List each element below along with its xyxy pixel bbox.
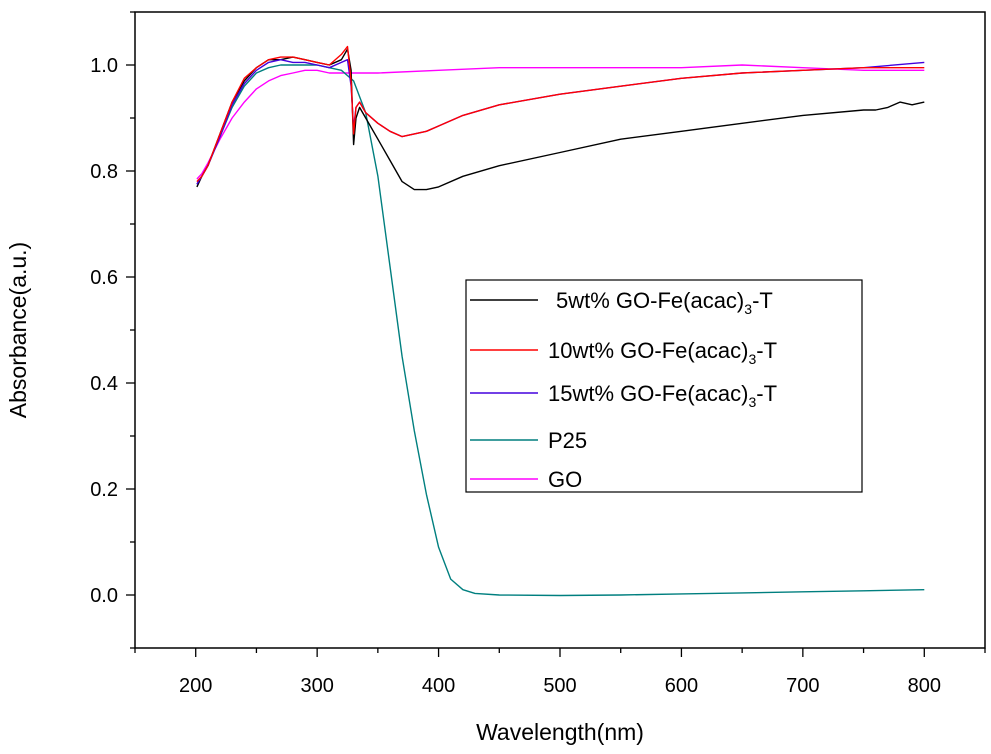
x-tick-label: 200 [179,675,212,697]
y-tick-label: 0.8 [90,161,118,183]
series-line-3 [196,64,925,597]
x-axis: 200 300 400 500 600 700 800 [134,648,986,697]
legend-label-main: GO [548,467,582,492]
legend-label-3: P25 [548,428,587,453]
legend-label-main: 5wt% GO-Fe(acac) [556,288,744,313]
legend-label-2: 15wt% GO-Fe(acac)3-T [548,381,777,410]
legend-label-0: 5wt% GO-Fe(acac)3-T [556,288,773,317]
y-tick-label: 0.4 [90,373,118,395]
x-tick-label: 700 [786,675,819,697]
series-line-4 [196,64,925,180]
legend-label-main: P25 [548,428,587,453]
legend-box [465,279,863,493]
x-tick-label: 500 [543,675,576,697]
legend-label-tail: -T [756,381,777,406]
y-tick-label: 0.2 [90,479,118,501]
y-axis: 0.0 0.2 0.4 0.6 0.8 1.0 [90,11,135,649]
legend-label-main: 10wt% GO-Fe(acac) [548,338,749,363]
x-tick-label: 400 [422,675,455,697]
x-tick-label: 300 [300,675,333,697]
series-line-1 [196,45,925,183]
series-line-2 [196,59,925,185]
legend-label-main: 15wt% GO-Fe(acac) [548,381,749,406]
y-tick-label: 0.6 [90,267,118,289]
x-axis-title: Wavelength(nm) [476,719,644,745]
legend-label-1: 10wt% GO-Fe(acac)3-T [548,338,777,367]
legend-label-tail: -T [756,338,777,363]
legend-label-subscript: 3 [744,301,752,317]
y-tick-label: 0.0 [90,585,118,607]
legend-label-subscript: 3 [749,351,757,367]
legend-label-subscript: 3 [749,394,757,410]
y-tick-label: 1.0 [90,55,118,77]
legend-label-4: GO [548,467,582,492]
legend-label-tail: -T [752,288,773,313]
x-tick-label: 600 [665,675,698,697]
x-tick-label: 800 [908,675,941,697]
y-axis-title: Absorbance(a.u.) [5,242,31,418]
series-layer [196,45,925,597]
